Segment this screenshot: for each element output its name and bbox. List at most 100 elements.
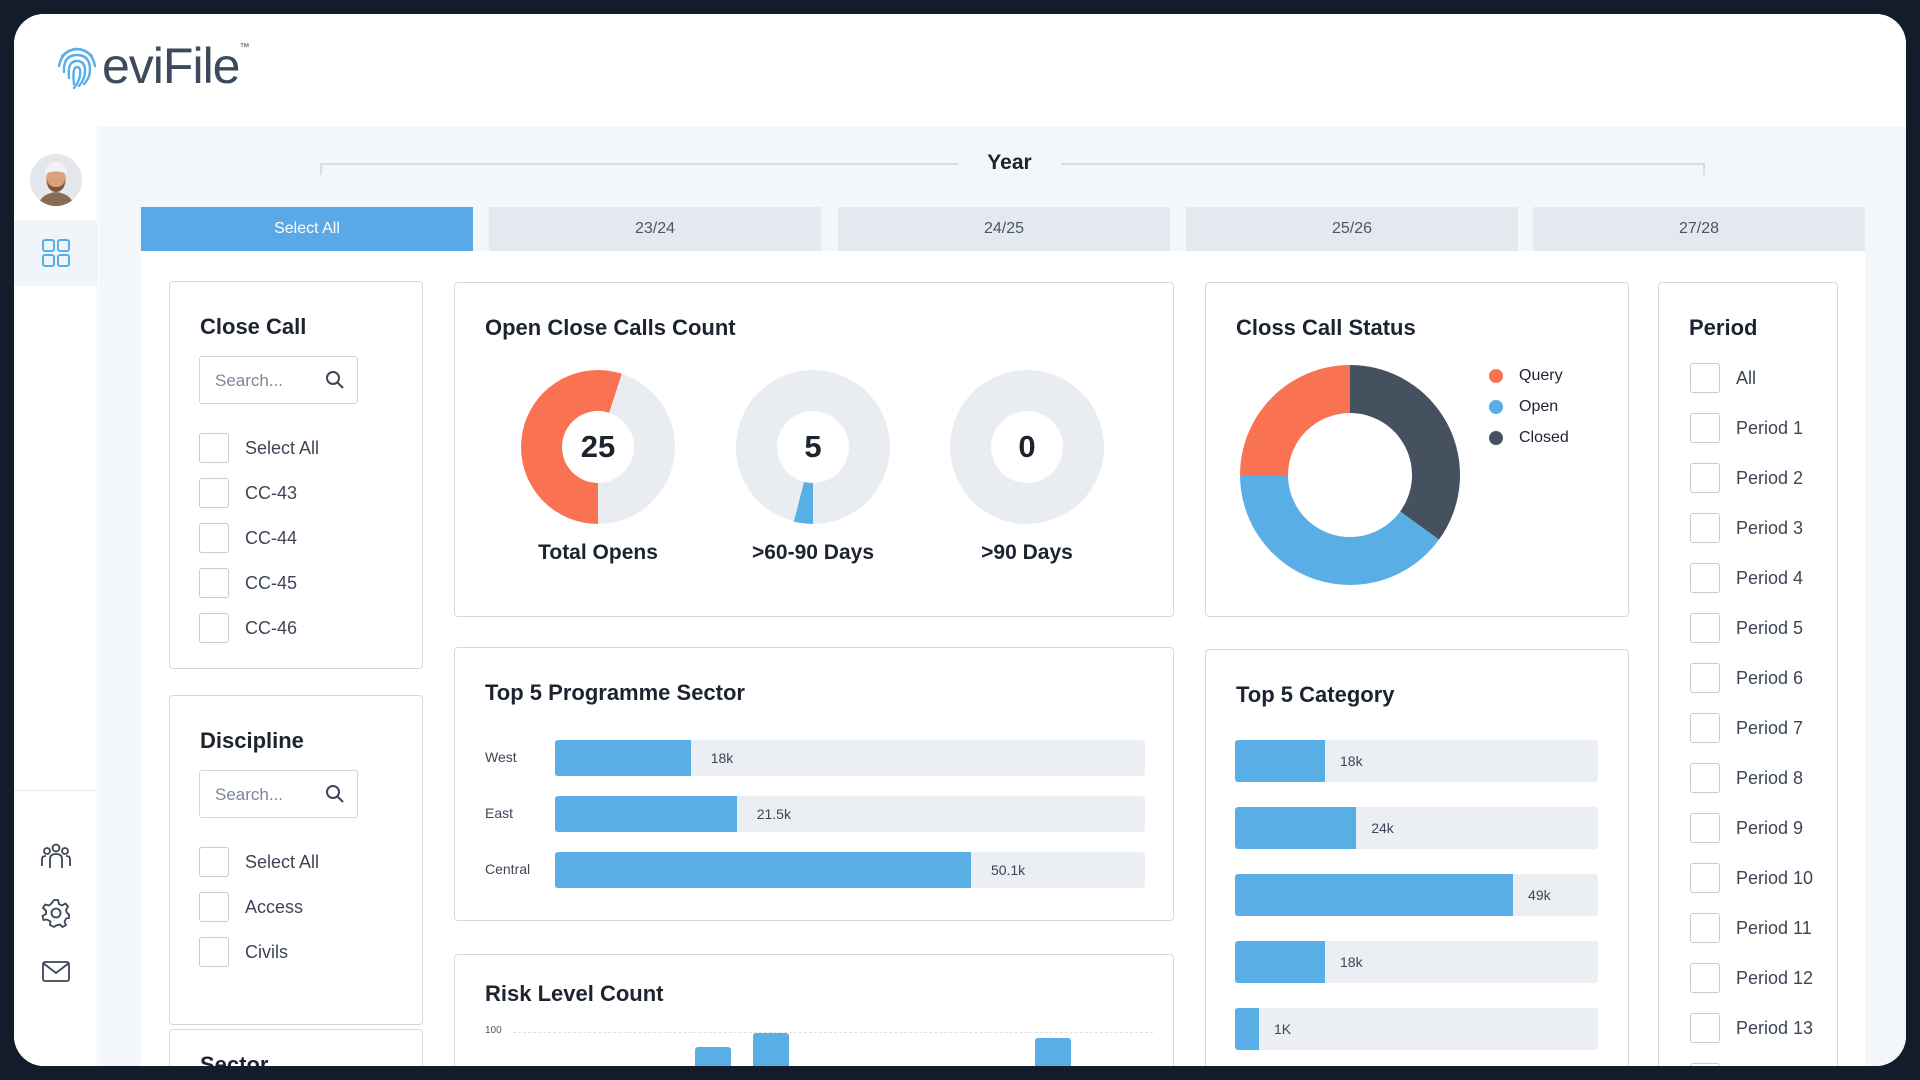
legend-swatch — [1489, 400, 1503, 414]
year-bracket-right — [1061, 163, 1705, 175]
checkbox[interactable] — [199, 568, 229, 598]
bar[interactable] — [1235, 1008, 1259, 1050]
bar[interactable] — [1235, 807, 1357, 849]
gear-icon[interactable] — [40, 897, 72, 929]
gridline — [513, 1032, 1153, 1033]
bar-value-label: 21.5k — [756, 806, 791, 822]
checkbox[interactable] — [199, 937, 229, 967]
option-label: CC-46 — [245, 617, 298, 638]
period-option[interactable]: Period 8 — [1690, 763, 1803, 793]
checkbox[interactable] — [199, 613, 229, 643]
donut-value: 25 — [562, 411, 634, 483]
option-label: Select All — [245, 851, 320, 872]
bar[interactable] — [1235, 874, 1514, 916]
checkbox[interactable] — [1690, 1063, 1720, 1066]
close-call-option[interactable]: CC-46 — [199, 613, 297, 643]
checkbox[interactable] — [1690, 963, 1720, 993]
status-donut-chart — [1240, 365, 1460, 585]
tab-23-24[interactable]: 23/24 — [489, 207, 821, 251]
close-call-search-input[interactable]: Search... — [199, 356, 358, 404]
bar-track: 18k — [1235, 941, 1598, 983]
checkbox[interactable] — [1690, 1013, 1720, 1043]
close-call-option[interactable]: CC-44 — [199, 523, 297, 553]
team-icon[interactable] — [40, 840, 72, 872]
checkbox[interactable] — [1690, 863, 1720, 893]
legend-item-open: Open — [1489, 397, 1558, 417]
close-call-option[interactable]: CC-43 — [199, 478, 297, 508]
legend-label: Open — [1519, 398, 1559, 415]
tab-select-all[interactable]: Select All — [141, 207, 473, 251]
checkbox[interactable] — [1690, 413, 1720, 443]
search-placeholder: Search... — [215, 371, 284, 390]
period-option[interactable]: Period 4 — [1690, 563, 1803, 593]
evifile-logo[interactable]: eviFile ™ — [54, 40, 249, 92]
checkbox[interactable] — [1690, 463, 1720, 493]
bar[interactable] — [555, 740, 691, 776]
period-option[interactable]: Period 2 — [1690, 463, 1803, 493]
bar[interactable] — [1235, 740, 1326, 782]
close-call-option[interactable]: CC-45 — [199, 568, 297, 598]
bar[interactable] — [555, 852, 971, 888]
option-label: All — [1736, 367, 1757, 388]
discipline-search-input[interactable]: Search... — [199, 770, 358, 818]
category-card: Top 5 Category 18k 24k 49k 18k 1K — [1205, 649, 1629, 1066]
risk-bar — [753, 1033, 789, 1066]
checkbox[interactable] — [199, 847, 229, 877]
option-label: Period 5 — [1736, 617, 1804, 638]
tab-27-28[interactable]: 27/28 — [1533, 207, 1865, 251]
option-label: Period 3 — [1736, 517, 1804, 538]
checkbox[interactable] — [199, 433, 229, 463]
checkbox[interactable] — [1690, 663, 1720, 693]
sidebar-item-dashboard[interactable] — [14, 220, 98, 286]
discipline-option[interactable]: Access — [199, 892, 303, 922]
period-option[interactable]: Period 1 — [1690, 413, 1803, 443]
checkbox[interactable] — [199, 478, 229, 508]
checkbox[interactable] — [199, 523, 229, 553]
period-option[interactable]: All — [1690, 363, 1756, 393]
close-call-option[interactable]: Select All — [199, 433, 319, 463]
search-placeholder: Search... — [215, 785, 284, 804]
checkbox[interactable] — [1690, 913, 1720, 943]
discipline-option[interactable]: Select All — [199, 847, 319, 877]
bar-category-label: West — [485, 749, 517, 765]
option-label: Period 1 — [1736, 417, 1804, 438]
period-option[interactable]: Period 6 — [1690, 663, 1803, 693]
bar[interactable] — [555, 796, 737, 832]
discipline-option[interactable]: Civils — [199, 937, 288, 967]
tab-25-26[interactable]: 25/26 — [1186, 207, 1518, 251]
period-option[interactable]: Period 10 — [1690, 863, 1813, 893]
tab-24-25[interactable]: 24/25 — [838, 207, 1170, 251]
checkbox[interactable] — [1690, 513, 1720, 543]
legend-swatch — [1489, 369, 1503, 383]
period-option[interactable]: Period 9 — [1690, 813, 1803, 843]
period-option[interactable]: Period 7 — [1690, 713, 1803, 743]
checkbox[interactable] — [1690, 763, 1720, 793]
donut-caption: >60-90 Days — [751, 541, 874, 564]
checkbox[interactable] — [1690, 713, 1720, 743]
period-option[interactable]: Period 14 — [1690, 1063, 1813, 1066]
checkbox[interactable] — [1690, 563, 1720, 593]
bar[interactable] — [1235, 941, 1326, 983]
option-label: Period 9 — [1736, 817, 1804, 838]
sector-filter: Sector — [169, 1029, 423, 1066]
period-option[interactable]: Period 13 — [1690, 1013, 1813, 1043]
bar-track: 24k — [1235, 807, 1598, 849]
fingerprint-icon — [57, 47, 97, 90]
period-option[interactable]: Period 5 — [1690, 613, 1803, 643]
checkbox[interactable] — [1690, 363, 1720, 393]
period-option[interactable]: Period 11 — [1690, 913, 1812, 943]
option-label: Select All — [245, 437, 320, 458]
checkbox[interactable] — [1690, 813, 1720, 843]
option-label: Access — [245, 896, 304, 917]
checkbox[interactable] — [1690, 613, 1720, 643]
period-option[interactable]: Period 3 — [1690, 513, 1803, 543]
pie-slice-open — [1240, 475, 1439, 585]
checkbox[interactable] — [199, 892, 229, 922]
mail-icon[interactable] — [40, 955, 72, 987]
avatar[interactable] — [30, 154, 82, 206]
period-option[interactable]: Period 12 — [1690, 963, 1813, 993]
option-label: Period 6 — [1736, 667, 1804, 688]
bar-category-label: Central — [485, 861, 531, 877]
risk-level-card: Risk Level Count 100 80 — [454, 954, 1174, 1066]
donut-value: 5 — [777, 411, 849, 483]
